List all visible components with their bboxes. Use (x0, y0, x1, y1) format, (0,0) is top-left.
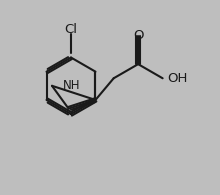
Text: O: O (133, 29, 143, 42)
Text: Cl: Cl (64, 23, 77, 36)
Text: NH: NH (63, 79, 80, 92)
Text: OH: OH (167, 72, 188, 85)
